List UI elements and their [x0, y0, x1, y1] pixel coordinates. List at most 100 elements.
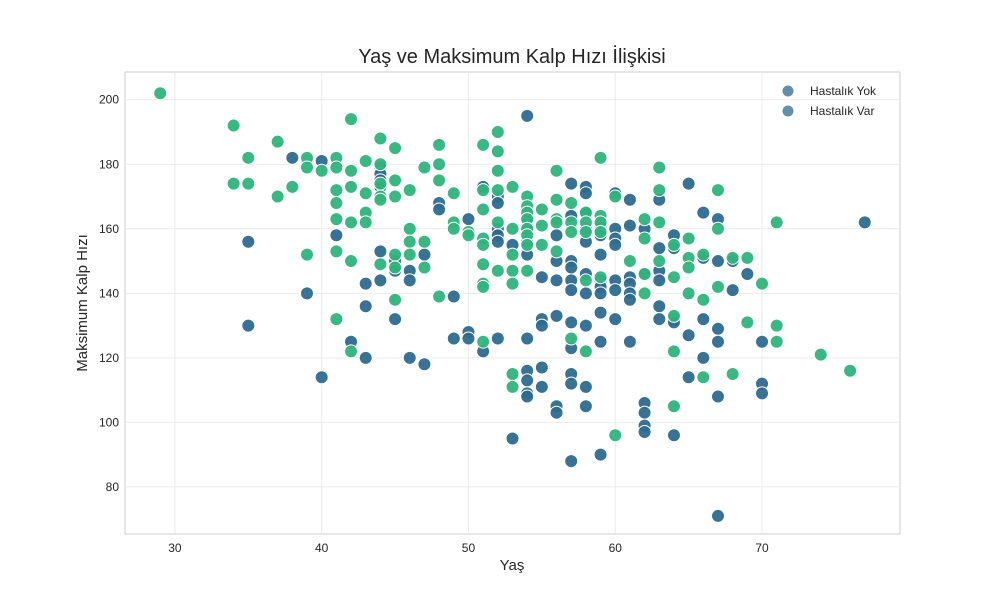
y-tick-label: 80	[106, 480, 120, 494]
data-point-series-1	[402, 183, 417, 198]
data-point-series-0	[461, 331, 476, 346]
data-point-series-1	[769, 318, 784, 333]
data-point-series-0	[490, 195, 505, 210]
data-point-series-1	[534, 202, 549, 217]
y-tick-label: 200	[99, 93, 119, 107]
data-point-series-0	[710, 389, 725, 404]
data-point-series-1	[637, 266, 652, 281]
data-point-series-1	[417, 234, 432, 249]
data-point-series-0	[710, 254, 725, 269]
y-tick-label: 100	[99, 415, 119, 429]
data-point-series-0	[388, 312, 403, 327]
data-point-series-1	[432, 157, 447, 172]
data-point-series-0	[593, 286, 608, 301]
data-point-series-1	[373, 157, 388, 172]
data-point-series-1	[740, 315, 755, 330]
data-point-series-0	[373, 273, 388, 288]
data-point-series-1	[696, 292, 711, 307]
data-point-series-1	[417, 260, 432, 275]
data-point-series-1	[681, 231, 696, 246]
x-tick-label: 30	[168, 541, 182, 555]
data-point-series-1	[344, 112, 359, 127]
data-point-series-1	[652, 183, 667, 198]
data-point-series-0	[358, 276, 373, 291]
data-point-series-1	[534, 237, 549, 252]
data-point-series-1	[534, 218, 549, 233]
data-point-series-0	[652, 273, 667, 288]
data-point-series-0	[608, 237, 623, 252]
data-point-series-0	[622, 192, 637, 207]
data-point-series-1	[329, 312, 344, 327]
data-point-series-1	[696, 370, 711, 385]
data-point-series-0	[520, 108, 535, 123]
data-point-series-1	[578, 273, 593, 288]
data-point-series-1	[564, 225, 579, 240]
data-point-series-0	[549, 273, 564, 288]
legend-label-series-0: Hastalık Yok	[810, 84, 877, 98]
data-point-series-0	[358, 299, 373, 314]
data-point-series-0	[637, 405, 652, 420]
data-point-series-1	[520, 263, 535, 278]
data-point-series-1	[725, 250, 740, 265]
data-point-series-1	[740, 250, 755, 265]
data-point-series-0	[446, 331, 461, 346]
data-point-series-1	[725, 366, 740, 381]
data-point-series-0	[534, 318, 549, 333]
grid-lines	[125, 72, 900, 534]
data-point-series-1	[593, 270, 608, 285]
legend-label-series-1: Hastalık Var	[810, 104, 874, 118]
data-point-series-1	[358, 154, 373, 169]
data-point-series-1	[270, 189, 285, 204]
data-point-series-1	[402, 234, 417, 249]
data-point-series-0	[637, 425, 652, 440]
data-point-series-0	[358, 350, 373, 365]
data-point-series-1	[490, 215, 505, 230]
data-point-series-0	[241, 318, 256, 333]
data-point-series-1	[358, 186, 373, 201]
data-point-series-1	[476, 279, 491, 294]
data-point-series-0	[622, 334, 637, 349]
data-point-series-0	[285, 150, 300, 165]
data-point-series-1	[270, 134, 285, 149]
data-point-series-1	[432, 289, 447, 304]
data-point-series-1	[549, 163, 564, 178]
data-point-series-0	[520, 331, 535, 346]
data-point-series-1	[358, 215, 373, 230]
data-point-series-1	[549, 244, 564, 259]
data-point-series-0	[578, 286, 593, 301]
data-point-series-1	[549, 192, 564, 207]
data-point-series-1	[344, 344, 359, 359]
data-point-series-1	[564, 195, 579, 210]
x-axis-label: Yaş	[500, 557, 525, 574]
data-point-series-1	[490, 163, 505, 178]
data-point-series-1	[710, 221, 725, 236]
y-tick-label: 120	[99, 351, 119, 365]
data-point-series-0	[710, 508, 725, 523]
legend: Hastalık Yok Hastalık Var	[781, 84, 877, 118]
data-point-series-0	[417, 247, 432, 262]
data-point-series-1	[505, 276, 520, 291]
data-point-series-1	[666, 237, 681, 252]
data-point-series-0	[534, 360, 549, 375]
data-point-series-1	[241, 150, 256, 165]
data-point-series-0	[755, 386, 770, 401]
data-point-series-1	[652, 160, 667, 175]
data-point-series-0	[696, 205, 711, 220]
data-point-series-0	[622, 292, 637, 307]
data-point-series-1	[402, 247, 417, 262]
data-point-series-0	[564, 283, 579, 298]
data-point-series-0	[564, 315, 579, 330]
data-point-series-0	[534, 379, 549, 394]
data-point-series-1	[285, 179, 300, 194]
data-point-series-1	[652, 254, 667, 269]
data-point-series-0	[652, 241, 667, 256]
data-point-series-0	[857, 215, 872, 230]
data-point-series-1	[329, 183, 344, 198]
data-points	[153, 86, 872, 523]
data-point-series-1	[432, 137, 447, 152]
data-point-series-1	[755, 276, 770, 291]
data-point-series-1	[373, 257, 388, 272]
data-point-series-1	[373, 176, 388, 191]
data-point-series-0	[373, 244, 388, 259]
